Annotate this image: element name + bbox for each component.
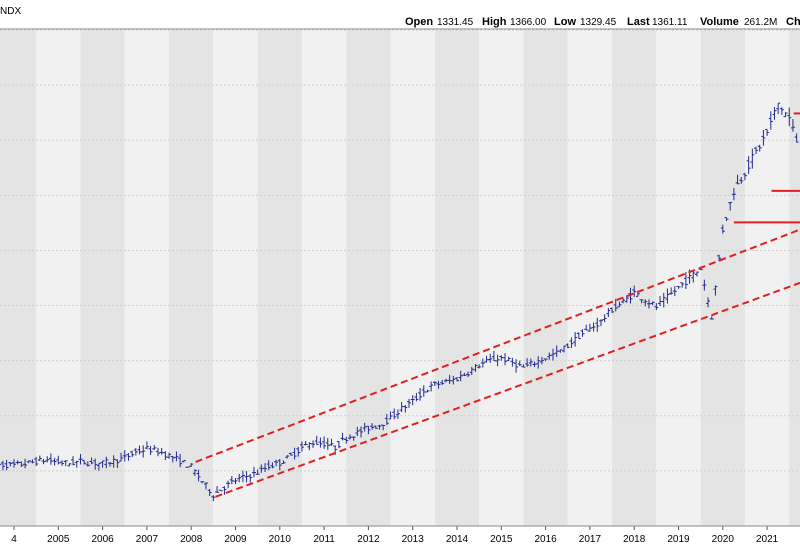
svg-text:1329.45: 1329.45: [580, 17, 617, 28]
x-tick-label: 2006: [91, 534, 114, 545]
svg-text:1361.11: 1361.11: [652, 17, 688, 28]
x-tick-label: 2011: [313, 534, 335, 545]
channel-trendline: [215, 281, 800, 498]
x-tick-label: 2008: [180, 534, 203, 545]
x-axis-ticks: 4 2005 2006 2007 2008 2009 2010 2011 2012 2013 201…: [11, 526, 779, 545]
x-tick-label: 2010: [269, 534, 292, 545]
x-tick-label: 2021: [756, 534, 779, 545]
x-tick-label: 2015: [490, 534, 513, 545]
x-tick-label: 2005: [47, 534, 70, 545]
x-tick-label: 2009: [224, 534, 247, 545]
year-band: [257, 30, 302, 526]
x-tick-label: 2020: [712, 534, 735, 545]
year-band: [213, 30, 258, 526]
x-tick-label: 2012: [357, 534, 380, 545]
svg-text:High: High: [482, 16, 507, 28]
x-tick-label: 2018: [623, 534, 646, 545]
x-tick-label: 2016: [534, 534, 557, 545]
svg-text:Volume: Volume: [700, 16, 739, 28]
x-tick-label: 4: [11, 534, 17, 545]
year-band: [656, 30, 701, 526]
ohlc-bars: [0, 102, 799, 502]
grid-lines: [0, 29, 800, 527]
year-band: [434, 30, 480, 526]
year-band: [479, 30, 524, 526]
year-band: [567, 30, 613, 526]
svg-text:Ch: Ch: [786, 16, 800, 28]
x-tick-label: 2019: [667, 534, 690, 545]
svg-text:1366.00: 1366.00: [510, 17, 547, 28]
channel-trendline: [195, 228, 800, 463]
svg-text:Open: Open: [405, 16, 433, 28]
year-band: [789, 30, 800, 526]
price-summary: Open 1331.45 High 1366.00 Low 1329.45 La…: [405, 16, 800, 28]
svg-text:Low: Low: [554, 16, 576, 28]
svg-text:1331.45: 1331.45: [437, 17, 474, 28]
year-band: [744, 30, 790, 526]
symbol-label: NDX: [0, 6, 21, 17]
trendlines: [195, 112, 800, 498]
x-tick-label: 2017: [579, 534, 602, 545]
year-bands: [0, 30, 800, 526]
year-band: [390, 30, 435, 526]
x-tick-label: 2014: [446, 534, 469, 545]
year-band: [36, 30, 81, 526]
year-band: [80, 30, 125, 526]
year-band: [346, 30, 391, 526]
year-band: [169, 30, 214, 526]
year-band: [523, 30, 568, 526]
x-tick-label: 2013: [402, 534, 425, 545]
svg-text:Last: Last: [627, 16, 650, 28]
x-tick-label: 2007: [136, 534, 159, 545]
year-band: [0, 30, 37, 526]
year-band: [700, 30, 745, 526]
svg-text:261.2M: 261.2M: [744, 17, 777, 28]
year-band: [612, 30, 657, 526]
